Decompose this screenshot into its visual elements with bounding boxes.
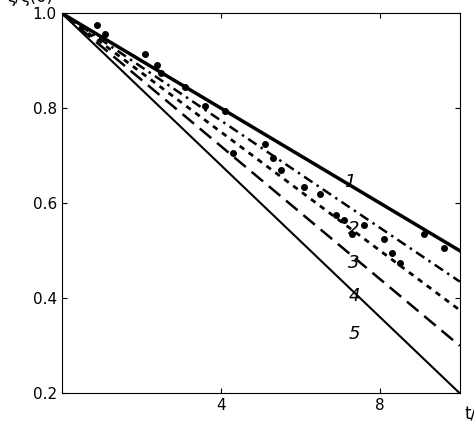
Point bbox=[94, 21, 101, 28]
Point bbox=[396, 259, 404, 266]
Point bbox=[141, 50, 149, 57]
Point bbox=[181, 83, 189, 90]
Point bbox=[201, 102, 209, 109]
Point bbox=[157, 69, 165, 76]
Point bbox=[348, 231, 356, 238]
Text: 4: 4 bbox=[348, 287, 360, 305]
Point bbox=[420, 231, 428, 238]
Point bbox=[340, 216, 348, 223]
Point bbox=[229, 150, 237, 157]
Point bbox=[154, 62, 161, 69]
Point bbox=[380, 236, 388, 243]
Point bbox=[269, 155, 276, 162]
Point bbox=[261, 140, 268, 147]
Text: 5: 5 bbox=[348, 325, 360, 343]
Point bbox=[221, 107, 228, 114]
Point bbox=[333, 212, 340, 218]
Point bbox=[317, 190, 324, 197]
Point bbox=[301, 183, 308, 190]
Point bbox=[101, 31, 109, 38]
Point bbox=[277, 166, 284, 173]
Text: 2: 2 bbox=[348, 220, 360, 238]
Text: 1: 1 bbox=[344, 173, 356, 191]
Y-axis label: ζ/ζ(0): ζ/ζ(0) bbox=[6, 0, 53, 6]
Text: 3: 3 bbox=[348, 253, 360, 272]
Point bbox=[360, 221, 368, 228]
Point bbox=[440, 245, 447, 252]
X-axis label: t/T: t/T bbox=[465, 405, 474, 423]
Point bbox=[388, 250, 396, 257]
